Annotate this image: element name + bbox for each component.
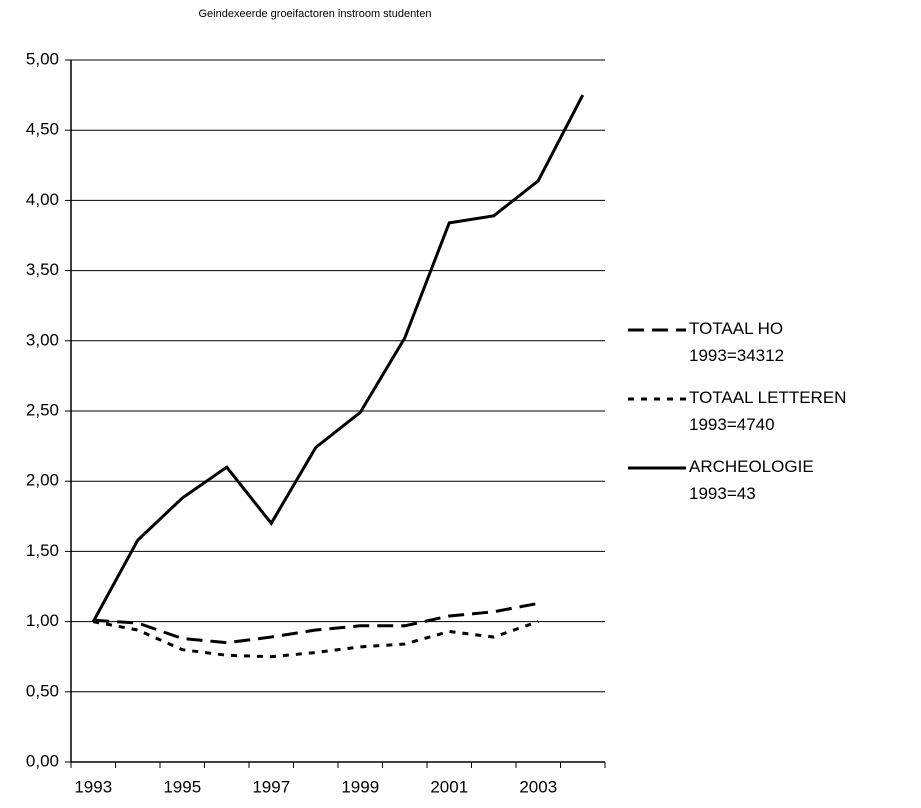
chart-title: Geindexeerde groeifactoren instroom stud… bbox=[199, 8, 432, 20]
series-line bbox=[93, 601, 539, 645]
x-tick-label: 1995 bbox=[163, 777, 201, 796]
y-tick-label: 2,00 bbox=[26, 471, 59, 490]
y-tick-label: 4,00 bbox=[26, 190, 59, 209]
y-tick-label: 0,00 bbox=[26, 751, 59, 770]
y-tick-label: 4,50 bbox=[26, 120, 59, 139]
series-line bbox=[92, 620, 539, 659]
y-tick-label: 3,00 bbox=[26, 330, 59, 349]
y-tick-label: 5,00 bbox=[26, 49, 59, 68]
legend-label: TOTAAL HO 1993=34312 bbox=[689, 319, 784, 365]
legend-label-line: TOTAAL HO bbox=[689, 319, 783, 338]
x-tick-label: 2003 bbox=[519, 777, 557, 796]
x-tick-label: 1993 bbox=[74, 777, 112, 796]
y-tick-label: 1,00 bbox=[26, 611, 59, 630]
x-tick-label: 1997 bbox=[252, 777, 290, 796]
y-tick-label: 3,50 bbox=[26, 260, 59, 279]
legend-label-line: 1993=4740 bbox=[689, 415, 775, 434]
y-tick-label: 0,50 bbox=[26, 681, 59, 700]
legend-label: TOTAAL LETTEREN 1993=4740 bbox=[689, 388, 846, 434]
y-tick-label: 1,50 bbox=[26, 541, 59, 560]
legend-label-line: TOTAAL LETTEREN bbox=[689, 388, 846, 407]
y-tick-label: 2,50 bbox=[26, 400, 59, 419]
x-tick-label: 1999 bbox=[341, 777, 379, 796]
legend-label-line: ARCHEOLOGIE bbox=[689, 457, 814, 476]
x-tick-label: 2001 bbox=[430, 777, 468, 796]
legend-label-line: 1993=43 bbox=[689, 484, 756, 503]
series-line bbox=[91, 94, 585, 623]
legend-label-line: 1993=34312 bbox=[689, 346, 784, 365]
legend-label: ARCHEOLOGIE 1993=43 bbox=[689, 457, 814, 503]
